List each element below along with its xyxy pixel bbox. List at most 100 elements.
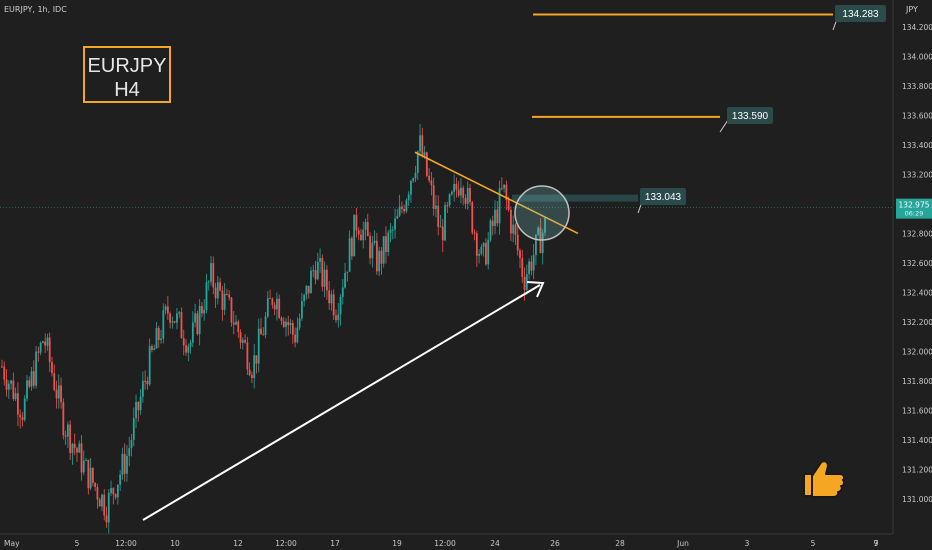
- chart-symbol-title: EURJPY, 1h, IDC: [4, 5, 67, 14]
- candle-body: [285, 321, 287, 327]
- candle-body: [432, 185, 435, 209]
- candle-body: [455, 183, 458, 190]
- candle-body: [471, 202, 474, 233]
- candle-body: [166, 306, 169, 314]
- downtrend-line[interactable]: [414, 151, 579, 235]
- last-price-tag: [896, 198, 932, 219]
- x-tick-label: 28: [615, 539, 625, 548]
- y-tick-label: 133.400: [902, 141, 932, 150]
- last-price-value: 132.975: [898, 201, 929, 210]
- candle-body: [41, 341, 44, 343]
- candle-body: [294, 334, 296, 343]
- candle-body: [276, 298, 278, 310]
- y-tick-label: 132.600: [902, 259, 932, 268]
- candle-body: [221, 290, 224, 310]
- candle-body: [126, 455, 128, 474]
- candle-body: [341, 287, 344, 297]
- candle-body: [105, 515, 108, 523]
- candle-body: [391, 229, 394, 231]
- level-label-text: 133.043: [645, 192, 682, 203]
- candle-body: [189, 342, 192, 347]
- candle-body: [198, 306, 201, 335]
- candle-body: [139, 396, 142, 411]
- candle-body: [26, 380, 28, 399]
- candle-body: [300, 301, 303, 319]
- candle-body: [407, 194, 410, 201]
- candle-body: [394, 218, 396, 230]
- candle-body: [439, 226, 442, 228]
- candle-body: [214, 287, 217, 299]
- candle-body: [464, 197, 467, 204]
- candle-body: [230, 297, 233, 323]
- candle-body: [373, 240, 376, 243]
- candle-body: [257, 328, 260, 364]
- candle-body: [37, 351, 40, 353]
- candle-body: [428, 175, 431, 181]
- candle-body: [232, 322, 235, 325]
- candle-body: [487, 239, 490, 265]
- candle-body: [278, 298, 281, 318]
- candle-body: [482, 243, 485, 247]
- candle-body: [187, 346, 190, 353]
- candle-body: [96, 487, 99, 500]
- candle-body: [76, 448, 78, 453]
- candle-body: [507, 199, 510, 210]
- candle-body: [169, 313, 172, 323]
- candle-body: [196, 313, 199, 335]
- candle-body: [273, 304, 276, 310]
- candle-body: [444, 205, 446, 241]
- x-tick-label: 10: [170, 539, 180, 548]
- candle-body: [310, 270, 312, 294]
- candle-body: [132, 418, 135, 440]
- candle-body: [371, 242, 374, 259]
- y-tick-label: 134.000: [902, 52, 932, 61]
- candle-body: [405, 200, 408, 212]
- candle-body: [178, 312, 181, 314]
- x-tick-label: 5: [811, 539, 816, 548]
- candle-body: [544, 217, 546, 233]
- x-tick-label: 19: [392, 539, 402, 548]
- candle-body: [255, 355, 258, 364]
- candle-body: [39, 342, 42, 353]
- candle-body: [173, 321, 176, 323]
- x-tick-label: May: [4, 539, 20, 548]
- candle-body: [87, 459, 90, 489]
- candle-body: [82, 460, 85, 473]
- candle-body: [453, 183, 456, 192]
- candle-body: [210, 263, 212, 282]
- candle-body: [537, 227, 540, 235]
- candle-body: [412, 178, 415, 181]
- candle-body: [185, 345, 187, 353]
- candle-body: [101, 494, 103, 507]
- candle-body: [478, 253, 481, 256]
- candle-body: [207, 281, 210, 283]
- candle-body: [116, 484, 119, 498]
- candle-body: [107, 493, 110, 523]
- x-tick-label: 12:00: [115, 539, 137, 548]
- candle-body: [53, 373, 56, 390]
- candle-body: [462, 187, 465, 198]
- candle-body: [216, 282, 219, 299]
- candle-body: [162, 310, 165, 339]
- y-tick-label: 132.000: [902, 348, 932, 357]
- candle-body: [380, 250, 383, 264]
- y-tick-label: 131.200: [902, 466, 932, 475]
- candle-body: [260, 328, 262, 335]
- candle-body: [7, 383, 10, 390]
- candle-body: [103, 494, 106, 516]
- candle-body: [271, 298, 274, 305]
- candle-body: [360, 234, 362, 241]
- y-tick-label: 131.600: [902, 407, 932, 416]
- candle-body: [19, 414, 22, 418]
- candle-body: [491, 220, 494, 226]
- candle-body: [523, 276, 526, 290]
- candle-body: [164, 306, 167, 311]
- title-timeframe: H4: [114, 79, 140, 101]
- candle-body: [528, 261, 530, 275]
- candle-body: [437, 205, 440, 227]
- candle-body: [448, 194, 451, 206]
- candle-body: [314, 270, 317, 280]
- candle-body: [98, 499, 101, 507]
